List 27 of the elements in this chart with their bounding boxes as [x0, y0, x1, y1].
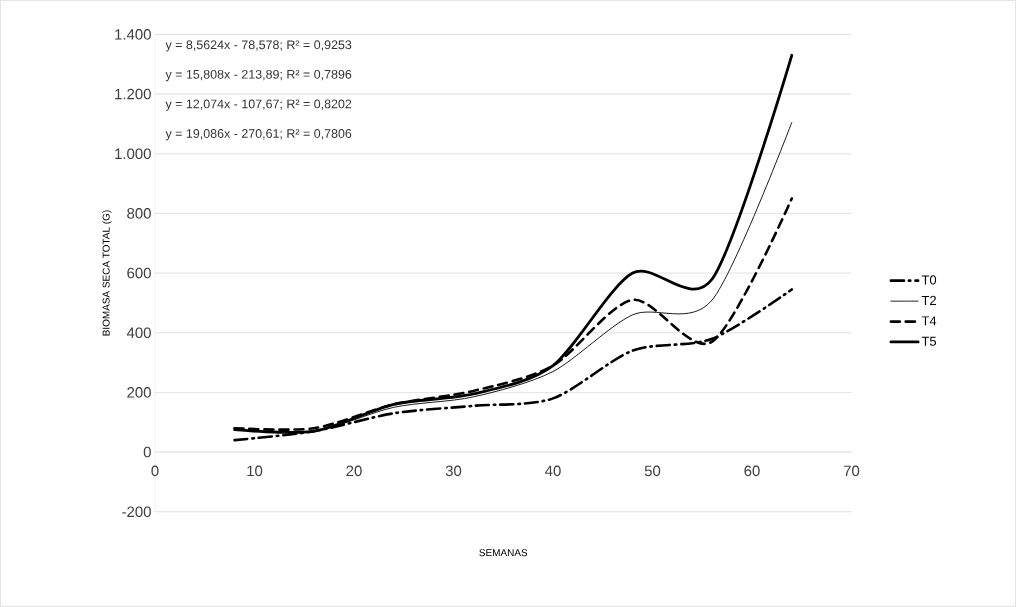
- x-tick-label: 0: [151, 465, 159, 477]
- annotation: y = 19,086x - 270,61; R² = 0,7806: [165, 129, 352, 141]
- x-tick-label: 70: [843, 465, 860, 477]
- x-tick-label: 10: [247, 465, 263, 477]
- x-tick-label: 20: [346, 465, 362, 477]
- legend-label: T2: [921, 296, 936, 306]
- x-tick-label: 40: [545, 465, 561, 477]
- y-axis-title: BIOMASA SECA TOTAL (G): [102, 210, 112, 336]
- annotation: y = 8,5624x - 78,578; R² = 0,9253: [165, 40, 352, 52]
- x-tick-label: 50: [644, 465, 661, 477]
- y-tick-label: 1.200: [115, 88, 151, 100]
- x-tick-label: 60: [744, 465, 760, 477]
- annotation: y = 15,808x - 213,89; R² = 0,7896: [165, 70, 352, 82]
- y-tick-label: 1.000: [115, 148, 151, 160]
- x-tick-label: 30: [445, 465, 462, 477]
- y-tick-label: -200: [122, 506, 151, 518]
- y-tick-label: 0: [143, 446, 151, 458]
- y-tick-label: 400: [126, 327, 151, 339]
- y-tick-label: 800: [127, 208, 151, 219]
- x-axis-title: SEMANAS: [479, 549, 528, 557]
- legend-label: T0: [921, 275, 937, 285]
- y-tick-label: 600: [127, 267, 151, 279]
- legend-label: T4: [921, 316, 937, 326]
- y-tick-label: 200: [127, 387, 151, 398]
- annotation: y = 12,074x - 107,67; R² = 0,8202: [165, 99, 352, 111]
- y-tick-label: 1.400: [115, 29, 151, 40]
- legend-label: T5: [921, 336, 937, 346]
